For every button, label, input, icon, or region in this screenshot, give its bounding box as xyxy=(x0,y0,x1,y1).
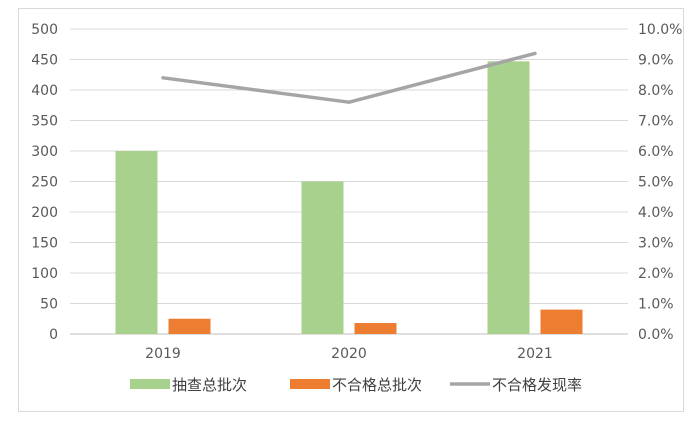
bar-sampled-2019 xyxy=(115,151,158,334)
x-tick-label: 2021 xyxy=(517,346,553,362)
y-right-tick-label: 1.0% xyxy=(638,297,674,313)
legend-label: 抽查总批次 xyxy=(172,376,247,394)
y-right-tick-label: 9.0% xyxy=(638,53,674,69)
x-tick-label: 2020 xyxy=(331,346,367,362)
y-right-tick-label: 4.0% xyxy=(638,205,674,221)
y-left-tick-label: 400 xyxy=(31,83,58,99)
bar-failed-2021 xyxy=(540,309,583,334)
y-right-tick-label: 7.0% xyxy=(638,114,674,130)
y-left-tick-label: 250 xyxy=(31,175,58,191)
y-left-tick-label: 450 xyxy=(31,53,58,69)
legend-swatch-0 xyxy=(130,379,170,389)
line-failure-rate xyxy=(161,51,537,104)
y-left-tick-label: 500 xyxy=(31,22,58,38)
y-left-tick-label: 50 xyxy=(40,297,58,313)
y-right-tick-label: 6.0% xyxy=(638,144,674,160)
x-tick-label: 2019 xyxy=(145,346,181,362)
y-left-tick-label: 150 xyxy=(31,236,58,252)
y-left-tick-label: 350 xyxy=(31,114,58,130)
y-left-tick-label: 100 xyxy=(31,266,58,282)
legend-label: 不合格总批次 xyxy=(332,376,422,394)
y-right-tick-label: 2.0% xyxy=(638,266,674,282)
legend-label: 不合格发现率 xyxy=(492,376,582,394)
bar-failed-2020 xyxy=(354,323,397,334)
y-right-tick-label: 8.0% xyxy=(638,83,674,99)
y-right-tick-label: 3.0% xyxy=(638,236,674,252)
bar-sampled-2020 xyxy=(301,181,344,334)
y-right-tick-label: 5.0% xyxy=(638,175,674,191)
legend-swatch-1 xyxy=(290,379,330,389)
y-left-tick-label: 0 xyxy=(49,327,58,343)
y-left-tick-label: 300 xyxy=(31,144,58,160)
bar-sampled-2021 xyxy=(487,61,530,335)
y-right-tick-label: 10.0% xyxy=(638,22,682,38)
y-left-tick-label: 200 xyxy=(31,205,58,221)
y-right-tick-label: 0.0% xyxy=(638,327,674,343)
bar-failed-2019 xyxy=(168,318,211,334)
